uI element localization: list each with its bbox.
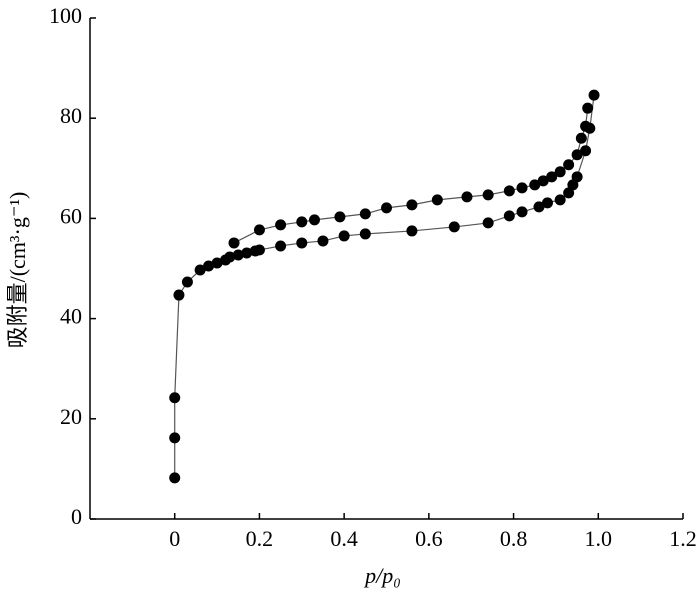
y-tick-label: 20 — [60, 404, 82, 429]
data-point — [211, 257, 223, 269]
data-point — [580, 145, 592, 157]
data-point — [334, 211, 346, 223]
data-point — [582, 102, 594, 114]
data-point — [516, 182, 528, 194]
x-tick-label: 0.8 — [500, 526, 528, 551]
data-point — [533, 201, 545, 213]
y-tick-label: 40 — [60, 304, 82, 329]
series-line — [233, 108, 589, 244]
data-point — [448, 221, 460, 233]
data-point — [169, 392, 181, 404]
data-point — [169, 432, 181, 444]
data-point — [308, 214, 320, 226]
data-point — [431, 194, 443, 206]
x-tick-label: 0 — [169, 526, 180, 551]
x-axis-label: p/p₀ — [363, 563, 401, 588]
data-point — [381, 202, 392, 214]
data-point — [203, 260, 215, 272]
data-point — [461, 191, 473, 203]
data-point — [575, 132, 587, 144]
series-line — [174, 95, 595, 478]
data-point — [359, 228, 371, 240]
data-point — [224, 251, 236, 263]
x-tick-label: 1.2 — [669, 526, 697, 551]
data-point — [588, 89, 600, 101]
y-tick-label: 60 — [60, 203, 82, 228]
data-point — [241, 247, 253, 259]
data-point — [503, 185, 515, 197]
data-point — [228, 237, 240, 249]
data-point — [338, 230, 350, 242]
data-point — [317, 235, 329, 247]
data-point — [253, 224, 265, 236]
data-point — [181, 276, 193, 288]
data-point — [232, 249, 244, 261]
data-point — [359, 208, 371, 220]
data-point — [580, 120, 592, 132]
x-tick-label: 1.0 — [585, 526, 613, 551]
data-point — [571, 171, 583, 183]
data-point — [275, 240, 287, 252]
data-point — [503, 210, 515, 222]
data-point — [194, 264, 206, 276]
data-point — [406, 199, 418, 211]
data-point — [406, 225, 418, 237]
data-point — [554, 194, 566, 206]
data-point — [275, 219, 287, 231]
data-point — [529, 179, 541, 191]
data-point — [173, 289, 185, 301]
data-point — [169, 472, 181, 484]
data-point — [516, 206, 528, 218]
data-point — [296, 237, 308, 249]
data-point — [296, 216, 308, 228]
data-point — [554, 166, 566, 178]
data-point — [563, 159, 575, 171]
y-tick-label: 80 — [60, 103, 82, 128]
data-point — [571, 149, 583, 161]
data-point — [541, 197, 553, 209]
data-point — [482, 217, 494, 229]
x-tick-label: 0.4 — [330, 526, 358, 551]
y-axis-label: 吸附量/(cm³·g⁻¹) — [5, 192, 30, 349]
data-point — [546, 171, 558, 183]
y-tick-label: 100 — [49, 3, 82, 28]
data-point — [253, 244, 265, 256]
x-tick-label: 0.2 — [246, 526, 274, 551]
data-point — [537, 175, 549, 187]
y-tick-label: 0 — [71, 504, 82, 529]
data-point — [482, 189, 494, 201]
x-tick-label: 0.6 — [415, 526, 443, 551]
